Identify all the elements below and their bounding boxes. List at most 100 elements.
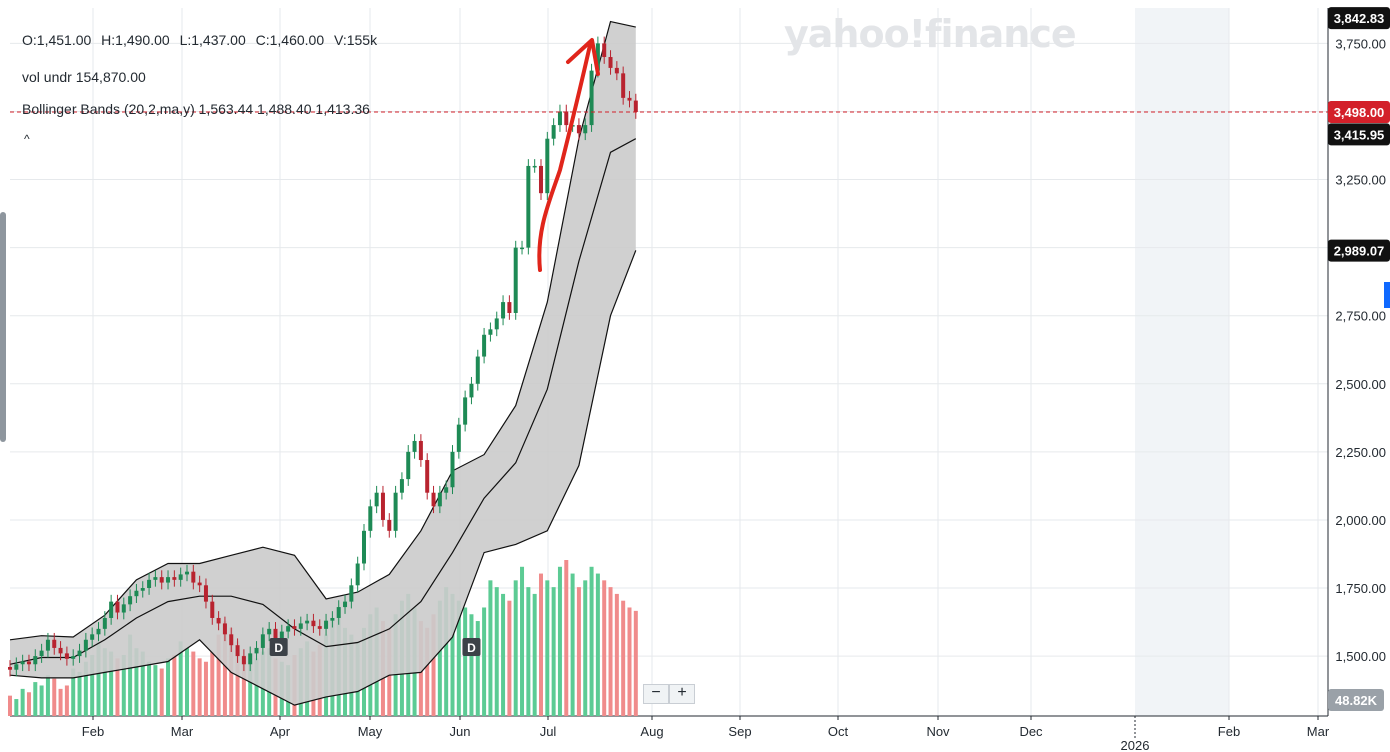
candle-body	[469, 383, 474, 398]
volume-bar	[222, 621, 227, 716]
volume-bar	[532, 593, 537, 716]
price-label-text: 2,989.07	[1334, 244, 1385, 259]
candle-body	[324, 620, 329, 629]
volume-bar	[564, 560, 569, 716]
volume-bar	[614, 593, 619, 716]
volume-bar	[526, 587, 531, 716]
candle-body	[298, 623, 303, 629]
price-label-box	[1328, 7, 1390, 30]
annotation-arrow-shaft	[537, 43, 592, 272]
x-tick-label: Mar	[1307, 724, 1330, 739]
volume-bar	[20, 688, 25, 716]
x-tick-label: Sep	[728, 724, 751, 739]
candle-body	[286, 626, 291, 632]
volume-bar	[58, 688, 63, 716]
candle-body	[399, 479, 404, 493]
candle-body	[140, 588, 145, 591]
zoom-out-button[interactable]: −	[643, 684, 669, 704]
volume-bar	[134, 648, 139, 716]
candle-body	[380, 492, 385, 520]
volume-bar	[633, 610, 638, 716]
candle-body	[374, 492, 379, 507]
candle-body	[431, 492, 436, 507]
bollinger-legend[interactable]: Bollinger Bands (20,2,ma,y) 1,563.44 1,4…	[22, 101, 370, 117]
candle-body	[128, 596, 133, 605]
volume-bar	[589, 566, 594, 716]
candle-body	[507, 302, 512, 313]
candle-body	[45, 639, 50, 651]
volume-bar	[627, 607, 632, 716]
volume-bar	[602, 580, 607, 716]
x-tick-label: May	[358, 724, 383, 739]
candle-body	[621, 73, 626, 98]
legend-open: O:1,451.00	[22, 32, 92, 48]
bollinger-upper-line	[9, 20, 636, 641]
candle-body	[532, 165, 537, 168]
volume-bar	[39, 685, 44, 716]
candle-body	[260, 634, 265, 648]
price-label-text: 3,842.83	[1334, 11, 1385, 26]
candle-body	[109, 601, 114, 618]
candle-body	[361, 530, 366, 564]
dividend-marker-label: D	[274, 641, 283, 655]
legend-volume: V:155k	[334, 32, 378, 48]
candle-body	[77, 650, 82, 657]
volume-bar	[595, 573, 600, 716]
y-tick-label: 3,750.00	[1335, 36, 1386, 51]
candle-body	[576, 125, 581, 134]
zoom-in-button[interactable]: +	[669, 684, 695, 704]
volume-bar	[576, 587, 581, 716]
volume-bar	[241, 654, 246, 716]
candle-body	[494, 318, 499, 330]
volume-bar	[425, 627, 430, 716]
y-tick-label: 1,750.00	[1335, 581, 1386, 596]
candle-body	[317, 626, 322, 629]
candle-body	[418, 440, 423, 461]
y-tick-label: 2,750.00	[1335, 309, 1386, 324]
y-tick-label: 2,500.00	[1335, 377, 1386, 392]
volume-bar	[83, 661, 88, 716]
ohlc-legend: O:1,451.00 H:1,490.00 L:1,437.00 C:1,460…	[22, 32, 383, 48]
x-tick-label: Mar	[171, 724, 194, 739]
candle-body	[210, 601, 215, 618]
volume-bar	[172, 654, 177, 716]
volume-bar	[557, 566, 562, 716]
collapse-legend-icon[interactable]: ^	[24, 132, 30, 146]
volume-bar	[64, 685, 69, 716]
legend-high: H:1,490.00	[101, 32, 170, 48]
volume-bar	[545, 580, 550, 716]
x-tick-label: Feb	[82, 724, 104, 739]
candle-body	[267, 628, 272, 635]
left-scroll-handle[interactable]	[0, 212, 6, 442]
candle-body	[564, 111, 569, 126]
volume-bar	[450, 593, 455, 716]
volume-bar	[482, 607, 487, 716]
volume-bar	[488, 580, 493, 716]
candle-body	[229, 634, 234, 646]
volume-bar	[197, 658, 202, 716]
volume-bar	[26, 692, 31, 716]
volume-bar	[191, 651, 196, 716]
candle-body	[134, 590, 139, 597]
candle-body	[248, 653, 253, 665]
candle-body	[425, 460, 430, 493]
vol-undr-legend[interactable]: vol undr 154,870.00	[22, 69, 146, 85]
candle-body	[39, 650, 44, 657]
candle-body	[608, 57, 613, 68]
x-year-label: 2026	[1121, 738, 1150, 752]
candle-body	[64, 653, 69, 659]
candle-body	[538, 165, 543, 194]
candle-body	[222, 623, 227, 635]
candle-body	[305, 620, 310, 624]
candle-body	[456, 424, 461, 452]
volume-bar	[254, 658, 259, 716]
candle-body	[58, 647, 63, 654]
volume-bar	[45, 675, 50, 716]
right-axis-handle[interactable]	[1384, 282, 1390, 308]
candle-body	[463, 397, 468, 425]
volume-bar	[203, 661, 208, 716]
volume-bar	[583, 580, 588, 716]
price-label-text: 3,415.95	[1334, 127, 1385, 142]
volume-bar	[178, 641, 183, 716]
